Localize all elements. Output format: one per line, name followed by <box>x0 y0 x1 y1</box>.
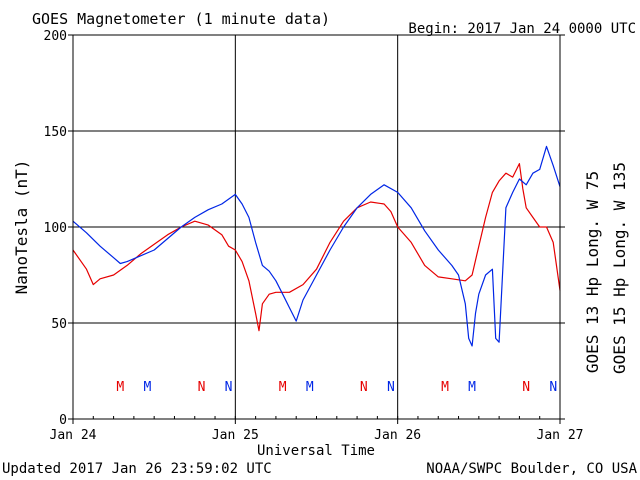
legend-series-1: GOES 13 Hp Long. W 75 <box>583 171 602 373</box>
x-tick-label: Jan 25 <box>212 428 259 443</box>
noon-midnight-marker: N <box>225 380 233 395</box>
noon-midnight-marker: N <box>387 380 395 395</box>
series-line-2 <box>72 145 561 347</box>
noon-midnight-marker: M <box>441 380 449 395</box>
footer-updated: Updated 2017 Jan 26 23:59:02 UTC <box>2 461 272 477</box>
legend-series-2: GOES 15 Hp Long. W 135 <box>610 162 629 374</box>
begin-label: Begin: 2017 Jan 24 0000 UTC <box>408 21 636 37</box>
noon-midnight-marker: M <box>306 380 314 395</box>
noon-midnight-marker: N <box>198 380 206 395</box>
y-axis-label: NanoTesla (nT) <box>12 160 31 295</box>
axis-layer: 0 50 100 150 200 Jan 24 Jan 25 Jan 26 Jan 27 <box>44 29 584 443</box>
y-tick-label: 100 <box>44 221 67 236</box>
noon-midnight-marker: N <box>549 380 557 395</box>
noon-midnight-marker: N <box>360 380 368 395</box>
noon-midnight-marker: M <box>279 380 287 395</box>
series-layer <box>72 145 561 347</box>
x-tick-label: Jan 24 <box>50 428 97 443</box>
noon-midnight-marker: M <box>143 380 151 395</box>
y-tick-label: 150 <box>44 125 67 140</box>
footer-credit: NOAA/SWPC Boulder, CO USA <box>426 461 637 477</box>
noon-midnight-marker: N <box>522 380 530 395</box>
chart-title: GOES Magnetometer (1 minute data) <box>32 10 330 28</box>
y-tick-label: 200 <box>44 29 67 44</box>
noon-midnight-marker: M <box>468 380 476 395</box>
x-tick-label: Jan 26 <box>374 428 421 443</box>
series-line-1 <box>72 163 561 332</box>
y-tick-label: 0 <box>59 413 67 428</box>
grid-lines <box>73 35 560 419</box>
x-tick-label: Jan 27 <box>537 428 584 443</box>
noon-midnight-marker: M <box>116 380 124 395</box>
x-axis-label: Universal Time <box>257 443 375 459</box>
y-tick-label: 50 <box>51 317 67 332</box>
